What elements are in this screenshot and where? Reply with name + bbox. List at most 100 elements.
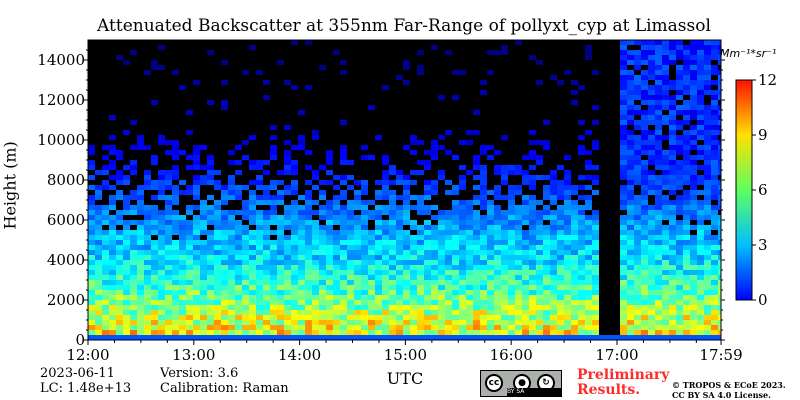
heatmap-cell: [487, 225, 494, 230]
heatmap-cell: [186, 220, 193, 225]
heatmap-cell: [655, 265, 662, 270]
heatmap-cell: [151, 195, 158, 200]
heatmap-cell: [718, 40, 721, 45]
heatmap-cell: [158, 255, 165, 260]
heatmap-cell: [389, 220, 396, 225]
heatmap-cell: [109, 315, 116, 320]
heatmap-cell: [130, 285, 137, 290]
heatmap-cell: [263, 330, 270, 335]
heatmap-cell: [711, 260, 718, 265]
heatmap-cell: [305, 250, 312, 255]
heatmap-cell: [270, 275, 277, 280]
heatmap-cell: [718, 105, 721, 110]
heatmap-cell: [277, 180, 284, 185]
heatmap-cell: [214, 320, 221, 325]
heatmap-cell: [256, 70, 263, 75]
heatmap-cell: [529, 130, 536, 135]
heatmap-cell: [347, 230, 354, 235]
heatmap-cell: [627, 285, 634, 290]
heatmap-cell: [683, 115, 690, 120]
heatmap-cell: [473, 320, 480, 325]
heatmap-cell: [515, 330, 522, 335]
heatmap-cell: [501, 300, 508, 305]
heatmap-cell: [403, 180, 410, 185]
heatmap-cell: [354, 305, 361, 310]
heatmap-cell: [704, 330, 711, 335]
heatmap-cell: [151, 255, 158, 260]
heatmap-cell: [564, 325, 571, 330]
heatmap-cell: [704, 235, 711, 240]
heatmap-cell: [284, 285, 291, 290]
heatmap-cell: [634, 195, 641, 200]
heatmap-cell: [536, 80, 543, 85]
heatmap-cell: [375, 235, 382, 240]
heatmap-cell: [494, 50, 501, 55]
heatmap-cell: [270, 180, 277, 185]
heatmap-cell: [683, 165, 690, 170]
heatmap-cell: [326, 315, 333, 320]
heatmap-cell: [655, 200, 662, 205]
heatmap-cell: [193, 290, 200, 295]
heatmap-cell: [270, 295, 277, 300]
heatmap-cell: [662, 295, 669, 300]
heatmap-cell: [137, 290, 144, 295]
heatmap-cell: [116, 330, 123, 335]
heatmap-cell: [529, 205, 536, 210]
heatmap-cell: [627, 245, 634, 250]
cc-icon: cc: [485, 374, 503, 392]
heatmap-cell: [480, 320, 487, 325]
heatmap-cell: [382, 255, 389, 260]
heatmap-cell: [130, 50, 137, 55]
heatmap-cell: [669, 260, 676, 265]
heatmap-cell: [697, 70, 704, 75]
heatmap-cell: [340, 295, 347, 300]
heatmap-cell: [291, 170, 298, 175]
heatmap-cell: [200, 290, 207, 295]
heatmap-cell: [137, 230, 144, 235]
heatmap-cell: [704, 300, 711, 305]
heatmap-cell: [221, 275, 228, 280]
heatmap-cell: [676, 265, 683, 270]
heatmap-cell: [193, 295, 200, 300]
heatmap-cell: [683, 65, 690, 70]
heatmap-cell: [529, 310, 536, 315]
heatmap-cell: [543, 320, 550, 325]
heatmap-cell: [690, 265, 697, 270]
heatmap-cell: [683, 225, 690, 230]
heatmap-cell: [249, 320, 256, 325]
heatmap-cell: [634, 215, 641, 220]
heatmap-cell: [431, 255, 438, 260]
heatmap-cell: [494, 265, 501, 270]
heatmap-cell: [221, 285, 228, 290]
heatmap-cell: [578, 245, 585, 250]
heatmap-cell: [508, 260, 515, 265]
heatmap-cell: [445, 260, 452, 265]
heatmap-cell: [452, 245, 459, 250]
heatmap-cell: [235, 320, 242, 325]
heatmap-cell: [459, 230, 466, 235]
heatmap-cell: [515, 325, 522, 330]
preliminary-line1: Preliminary: [577, 367, 670, 383]
heatmap-cell: [627, 165, 634, 170]
heatmap-cell: [620, 265, 627, 270]
heatmap-cell: [158, 245, 165, 250]
heatmap-cell: [165, 300, 172, 305]
heatmap-cell: [312, 170, 319, 175]
heatmap-cell: [459, 270, 466, 275]
heatmap-cell: [487, 155, 494, 160]
heatmap-cell: [697, 310, 704, 315]
version-label: Version: 3.6: [160, 366, 239, 381]
heatmap-cell: [326, 160, 333, 165]
heatmap-cell: [466, 310, 473, 315]
heatmap-cell: [683, 260, 690, 265]
heatmap-cell: [697, 130, 704, 135]
heatmap-cell: [382, 305, 389, 310]
heatmap-cell: [669, 225, 676, 230]
heatmap-cell: [298, 205, 305, 210]
heatmap-cell: [305, 200, 312, 205]
heatmap-cell: [669, 320, 676, 325]
heatmap-cell: [123, 130, 130, 135]
heatmap-cell: [270, 325, 277, 330]
heatmap-cell: [508, 200, 515, 205]
heatmap-cell: [452, 320, 459, 325]
